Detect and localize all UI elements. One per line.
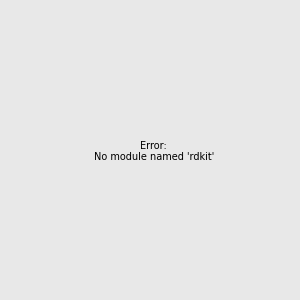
Text: Error:
No module named 'rdkit': Error: No module named 'rdkit' [94,141,214,162]
